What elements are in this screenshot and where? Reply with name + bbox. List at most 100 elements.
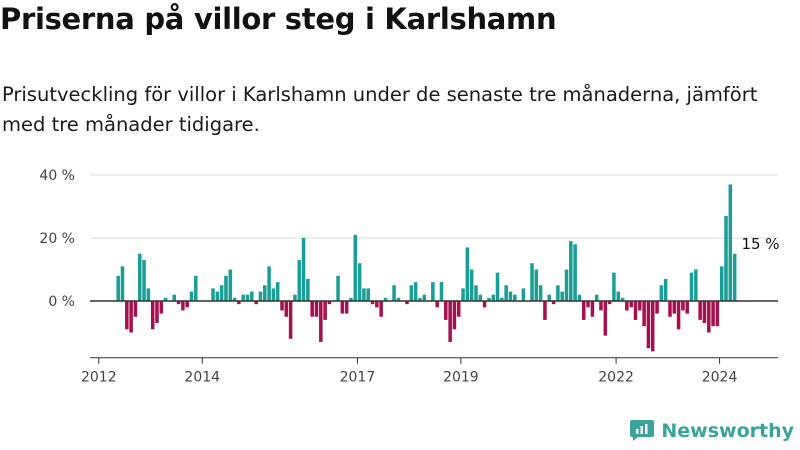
bar (573, 244, 577, 301)
bar (551, 301, 556, 305)
bar (280, 301, 284, 311)
bar (150, 301, 155, 330)
y-tick-label: 0 % (48, 294, 75, 310)
bar (327, 301, 332, 305)
bar (672, 301, 677, 314)
chart-subtitle: Prisutveckling för villor i Karlshamn un… (2, 83, 758, 136)
bar (237, 301, 241, 305)
bar (646, 301, 651, 349)
bar (116, 275, 120, 301)
bar (211, 288, 215, 301)
bar (612, 272, 616, 301)
bar (392, 285, 396, 301)
bar (379, 301, 383, 317)
x-tick-label: 2014 (184, 370, 220, 386)
bar (133, 301, 138, 317)
bar (215, 291, 220, 301)
bar (504, 285, 508, 301)
bar (508, 291, 513, 301)
bar (538, 285, 543, 301)
bar (668, 301, 672, 317)
bar (172, 294, 176, 301)
bar (530, 263, 534, 301)
bar (375, 301, 379, 308)
bar (707, 301, 711, 333)
bar (629, 301, 633, 308)
bar (357, 263, 362, 301)
page-title: Priserna på villor steg i Karlshamn (0, 2, 557, 36)
bar (323, 301, 327, 320)
x-tick-label: 2012 (81, 370, 117, 386)
bar (435, 301, 439, 308)
bar (288, 301, 293, 339)
bar (663, 278, 668, 301)
bar (319, 301, 323, 342)
bar (271, 288, 276, 301)
bar (181, 301, 185, 311)
bar-chart: 0 % 20 % 40 % 2012 2014 2017 2019 2022 2024 15 … (39, 168, 779, 386)
bar (362, 288, 366, 301)
bar (599, 301, 603, 311)
bar (642, 301, 646, 327)
bar (495, 272, 500, 301)
bar (232, 297, 237, 301)
bar (409, 285, 414, 301)
bar (314, 301, 319, 317)
bar (482, 301, 487, 308)
brand-name: Newsworthy (661, 420, 794, 442)
gridlines (90, 174, 778, 239)
bar (142, 260, 146, 301)
bar (353, 234, 358, 301)
bar (405, 301, 409, 305)
bar (711, 301, 715, 327)
bar (301, 238, 306, 301)
bar (560, 291, 564, 301)
bar (258, 291, 263, 301)
bar (254, 301, 258, 305)
y-axis-ticks: 0 % 20 % 40 % (39, 168, 75, 310)
bar (366, 288, 370, 301)
bar (383, 297, 388, 301)
bar (564, 269, 569, 301)
x-tick-label: 2024 (702, 370, 738, 386)
bar (413, 282, 418, 301)
bar (581, 301, 586, 320)
bar (478, 294, 483, 301)
bar (681, 301, 685, 311)
bar (469, 269, 474, 301)
bar (340, 301, 345, 314)
bar (284, 301, 289, 317)
bar (275, 282, 280, 301)
bar (685, 301, 689, 314)
bar (732, 253, 737, 301)
bar (702, 301, 707, 324)
bar (129, 301, 133, 333)
bar (474, 285, 478, 301)
bar (465, 247, 470, 301)
bar (521, 288, 526, 301)
bar (293, 294, 297, 301)
bar (638, 301, 642, 311)
brand-logo[interactable]: Newsworthy (629, 416, 794, 446)
bar (267, 266, 271, 301)
bar (155, 301, 159, 324)
bar (607, 301, 612, 305)
x-tick-label: 2022 (598, 370, 634, 386)
bar (724, 215, 728, 301)
bar (146, 288, 151, 301)
bar (694, 269, 698, 301)
bar (461, 288, 465, 301)
bar (370, 301, 375, 305)
bar (513, 294, 517, 301)
bar (547, 294, 552, 301)
bar (650, 301, 655, 352)
bar (241, 294, 245, 301)
bar (344, 301, 349, 314)
bar (185, 301, 189, 308)
latest-value-label: 15 % (741, 235, 779, 253)
x-axis-ticks: 2012 2014 2017 2019 2022 2024 (81, 357, 738, 386)
bar (439, 282, 444, 301)
annotation: 15 % (741, 235, 779, 253)
bar (336, 275, 340, 301)
bar (616, 291, 621, 301)
